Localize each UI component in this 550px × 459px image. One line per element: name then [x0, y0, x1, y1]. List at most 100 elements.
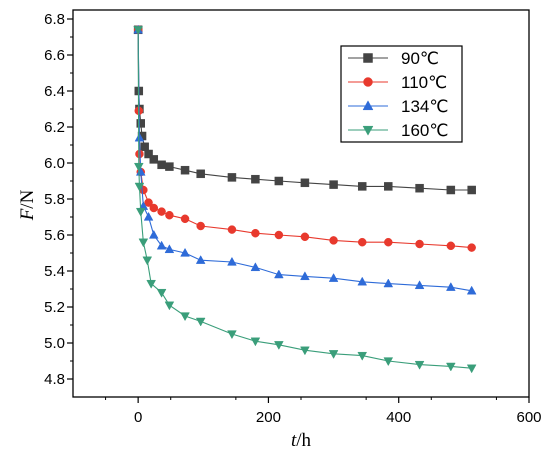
data-point [195, 317, 206, 327]
series-layer [133, 24, 477, 374]
data-point [357, 351, 368, 361]
data-point [144, 149, 153, 159]
data-point [357, 182, 367, 191]
data-point [134, 182, 145, 192]
data-point [156, 288, 167, 298]
legend-marker [363, 77, 373, 87]
legend-item: 134℃ [348, 97, 448, 116]
data-point [466, 364, 477, 374]
data-point [180, 214, 190, 224]
series-line [137, 29, 472, 191]
data-point [328, 273, 339, 282]
data-point [164, 244, 175, 254]
data-point [165, 162, 174, 171]
data-point [446, 282, 456, 291]
data-point [415, 239, 424, 249]
data-point [157, 207, 166, 216]
y-tick-label: 5.4 [44, 263, 65, 280]
data-point [180, 312, 190, 322]
y-tick-label: 5.0 [44, 335, 65, 352]
legend-label: 90℃ [401, 49, 439, 68]
series-4 [133, 26, 477, 374]
data-point [357, 237, 367, 247]
data-point [384, 237, 393, 247]
data-point [414, 360, 425, 370]
y-axis-label: F/N [17, 189, 38, 221]
y-tick-label: 6.2 [44, 119, 65, 136]
x-axis-label: t/h [291, 430, 312, 451]
y-tick-label: 6.0 [44, 155, 65, 172]
data-point [143, 211, 154, 221]
legend-box [340, 45, 463, 143]
x-tick-label: 200 [256, 409, 281, 426]
legend-label: 134℃ [401, 97, 448, 116]
data-point [148, 229, 159, 239]
series-3 [133, 24, 477, 295]
x-axis-label-unit: /h [296, 430, 311, 451]
legend-item: 160℃ [348, 121, 448, 140]
data-point [180, 247, 190, 257]
legend-marker [362, 100, 374, 111]
data-point [227, 256, 237, 266]
y-tick-label: 5.8 [44, 191, 65, 208]
x-tick-label: 400 [386, 409, 411, 426]
y-tick-label: 6.4 [44, 83, 65, 100]
data-point [415, 183, 424, 193]
data-point [140, 142, 149, 152]
data-point [164, 301, 175, 311]
data-point [300, 232, 310, 242]
data-point [227, 173, 237, 182]
data-point [300, 178, 310, 188]
data-point [414, 280, 425, 290]
axis-ticks: 0 200 400 600 4.8 5.0 5.2 5.4 5.6 5.8 6.0 6.2 6.4 6.6… [44, 11, 541, 426]
legend-label: 110℃ [401, 73, 447, 92]
data-point [251, 174, 260, 184]
data-point [156, 240, 167, 250]
data-point [329, 180, 338, 189]
y-tick-label: 4.8 [44, 371, 65, 388]
data-point [227, 225, 237, 234]
data-point [227, 330, 237, 340]
data-point [136, 119, 145, 128]
data-point [196, 221, 205, 231]
data-point [300, 271, 310, 281]
data-point [196, 169, 205, 179]
data-point [180, 165, 190, 175]
data-point [135, 207, 146, 217]
data-point [466, 285, 477, 295]
legend-item: 110℃ [348, 73, 447, 92]
data-point [383, 278, 394, 288]
data-point [446, 362, 456, 372]
data-point [383, 357, 394, 367]
y-tick-label: 6.6 [44, 47, 65, 64]
y-tick-label: 5.6 [44, 227, 65, 244]
data-point [133, 26, 143, 35]
data-point [195, 255, 206, 264]
x-tick-label: 0 [134, 409, 142, 426]
y-tick-label: 5.2 [44, 299, 65, 316]
data-point [146, 279, 156, 289]
data-point [329, 236, 338, 245]
data-point [149, 203, 159, 213]
legend-marker [363, 53, 373, 63]
data-point [250, 337, 261, 347]
data-point [144, 198, 153, 207]
data-point [250, 262, 261, 272]
data-point [274, 230, 284, 240]
data-point [384, 182, 393, 191]
data-point [300, 346, 310, 356]
data-point [467, 185, 476, 195]
data-point [274, 176, 284, 186]
y-tick-label: 6.8 [44, 11, 65, 28]
legend-item: 90℃ [348, 49, 439, 68]
data-point [446, 185, 456, 195]
data-point [446, 241, 456, 251]
data-point [251, 228, 260, 238]
legend-marker [362, 125, 374, 136]
x-tick-label: 600 [516, 409, 541, 426]
data-point [133, 162, 144, 172]
data-point [274, 341, 284, 350]
data-point [134, 132, 145, 142]
data-point [138, 238, 149, 248]
data-point [328, 350, 339, 359]
